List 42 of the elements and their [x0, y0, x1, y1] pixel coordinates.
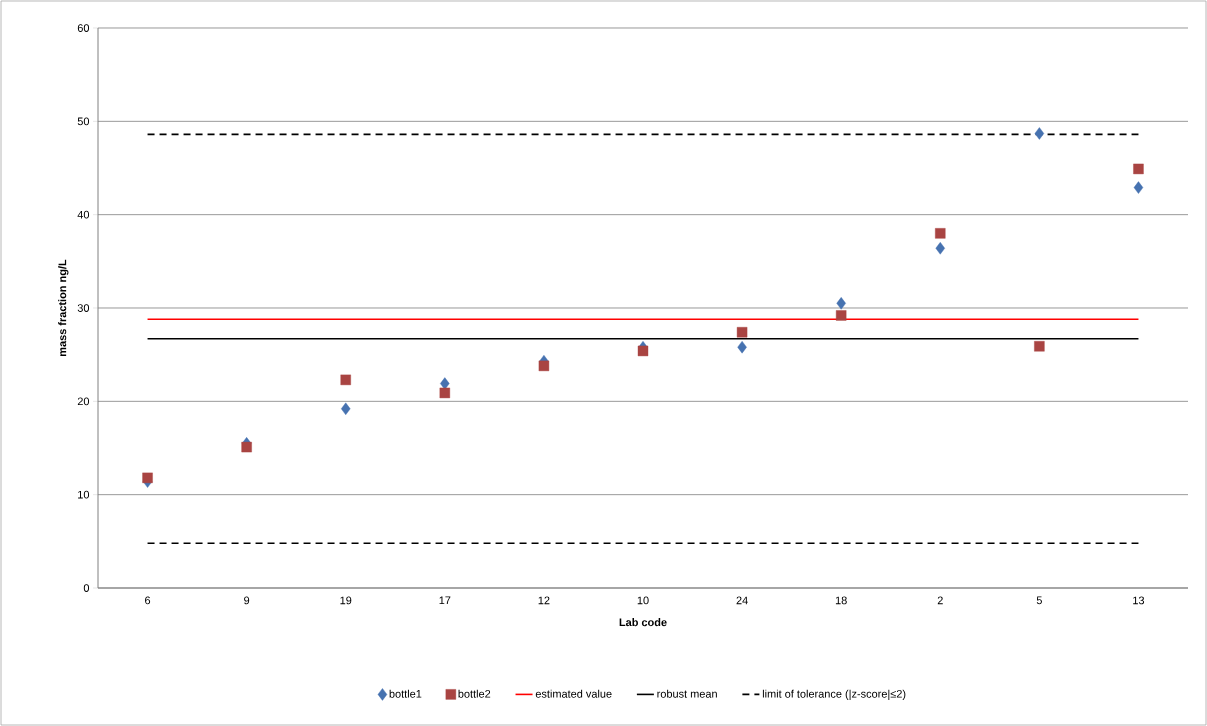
- x-tick-label: 9: [244, 596, 250, 605]
- x-tick-label: 6: [145, 596, 151, 605]
- point: [935, 228, 946, 239]
- y-tick-label: 0: [83, 584, 90, 592]
- legend-label: bottle2: [458, 689, 491, 698]
- y-tick-label: 40: [77, 210, 90, 219]
- point: [835, 310, 847, 321]
- x-tick-label: 13: [1133, 596, 1145, 605]
- y-axis-title: mass fraction ng/L: [58, 259, 69, 356]
- point: [1034, 127, 1045, 140]
- point: [1133, 163, 1144, 175]
- point: [935, 242, 945, 255]
- point: [836, 297, 846, 310]
- x-tick-label: 2: [937, 596, 943, 605]
- point: [1034, 341, 1045, 352]
- legend-label: robust mean: [657, 689, 717, 698]
- legend-label: bottle1: [389, 689, 422, 698]
- y-tick-label: 10: [78, 490, 90, 499]
- y-tick-label: 50: [77, 117, 90, 126]
- point: [737, 341, 747, 354]
- point: [1133, 181, 1144, 194]
- y-tick-label: 30: [77, 304, 90, 312]
- point: [340, 374, 351, 386]
- point: [439, 387, 451, 399]
- x-tick-label: 19: [340, 596, 352, 605]
- y-tick-label: 20: [77, 397, 90, 406]
- x-tick-label: 24: [736, 596, 748, 605]
- point: [538, 360, 550, 372]
- legend-label: estimated value: [535, 689, 612, 698]
- x-tick-label: 17: [439, 596, 451, 605]
- point: [142, 472, 153, 484]
- x-axis-title: Lab code: [619, 618, 667, 627]
- x-tick-label: 5: [1036, 596, 1042, 605]
- point: [736, 327, 748, 338]
- x-tick-label: 10: [637, 596, 649, 605]
- point: [637, 345, 649, 357]
- point: [341, 402, 351, 415]
- y-tick-label: 60: [77, 24, 90, 32]
- x-tick-label: 12: [538, 596, 550, 605]
- legend-label: limit of tolerance (|z-score|≤2): [762, 689, 906, 700]
- x-tick-label: 18: [835, 596, 847, 605]
- point: [241, 441, 252, 453]
